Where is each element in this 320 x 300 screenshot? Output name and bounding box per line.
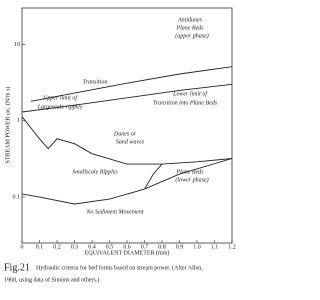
region-label: (lower phase) bbox=[175, 176, 208, 183]
region-label: Smallscale Ripples bbox=[72, 169, 118, 175]
region-label: Dunes or bbox=[113, 131, 137, 137]
x-axis-label: EQUIVALENT DIAMETER (mm) bbox=[85, 249, 170, 256]
x-tick-label: 1.2 bbox=[228, 244, 236, 250]
curve bbox=[21, 83, 233, 113]
x-tick-label: 1.1 bbox=[211, 244, 219, 250]
region-label: Largescale ripples bbox=[37, 104, 83, 110]
y-tick-label: 0.1 bbox=[13, 194, 21, 200]
y-tick-label: 1 bbox=[17, 118, 20, 124]
y-axis-label: STREAM POWER ωτ₀ (N/m s) bbox=[4, 87, 11, 164]
chart: STREAM POWER ωτ₀ (N/m s) EQUIVALENT DIAM… bbox=[4, 7, 236, 283]
plot-frame bbox=[21, 7, 233, 244]
region-label: Sand waves bbox=[116, 139, 145, 145]
x-tick-label: 0.3 bbox=[71, 244, 79, 250]
region-label: Upper limit of bbox=[43, 94, 78, 101]
region-label: Transition into Plane Beds bbox=[153, 100, 218, 106]
curve bbox=[21, 158, 233, 205]
x-tick-label: 0.8 bbox=[158, 244, 166, 250]
region-label: Plane Beds bbox=[175, 25, 204, 31]
x-tick-label: 0.9 bbox=[176, 244, 184, 250]
x-tick-label: 0 bbox=[21, 244, 24, 250]
x-tick-label: 0.5 bbox=[106, 244, 114, 250]
curve bbox=[30, 66, 233, 102]
region-label: Lower limit of bbox=[172, 90, 208, 97]
region-label: No Sediment Movement bbox=[86, 209, 144, 215]
x-tick-label: 0.4 bbox=[88, 244, 96, 250]
x-tick-label: 1.0 bbox=[193, 244, 201, 250]
caption-line: 1968, using data of Simons and others.) bbox=[4, 276, 99, 283]
region-label: Transition bbox=[83, 79, 108, 85]
region-label: (upper phase) bbox=[175, 32, 209, 39]
curve bbox=[144, 163, 163, 190]
curve bbox=[21, 116, 233, 165]
figure-label: Fig.21 bbox=[4, 262, 30, 273]
x-tick-label: 0.6 bbox=[123, 244, 131, 250]
caption-line: Hydraulic criteria for bed forms based o… bbox=[36, 264, 203, 271]
region-label: Plane Beds bbox=[175, 169, 204, 175]
y-tick-label: 10 bbox=[14, 42, 20, 48]
x-tick-label: 0.7 bbox=[141, 244, 149, 250]
x-tick-label: 0.2 bbox=[53, 244, 61, 250]
x-tick-label: 0.1 bbox=[36, 244, 44, 250]
region-label: Antidunes bbox=[177, 17, 203, 23]
